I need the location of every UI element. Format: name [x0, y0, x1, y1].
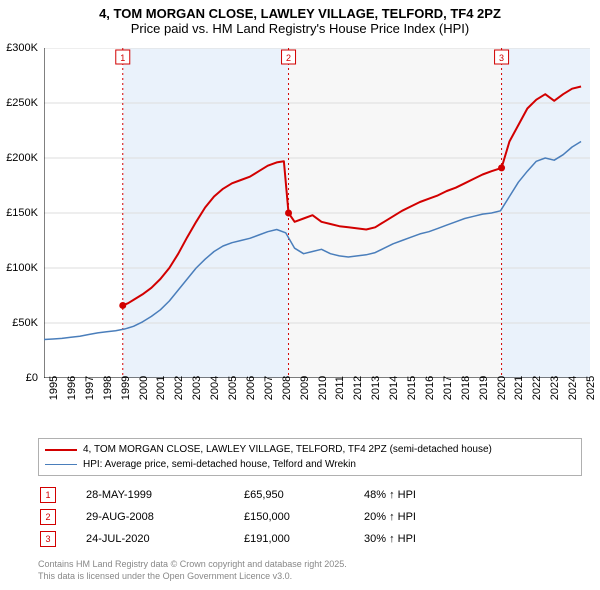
- chart-container: 4, TOM MORGAN CLOSE, LAWLEY VILLAGE, TEL…: [0, 0, 600, 590]
- y-tick-label: £300K: [6, 42, 38, 54]
- x-tick-label: 2018: [460, 376, 472, 400]
- x-axis-labels: 1995199619971998199920002001200220032004…: [44, 382, 590, 438]
- x-tick-label: 1995: [48, 376, 60, 400]
- marker-badge-2: 2: [40, 509, 56, 525]
- y-axis-labels: £0£50K£100K£150K£200K£250K£300K: [0, 48, 40, 378]
- marker-date-3: 24-JUL-2020: [86, 533, 244, 545]
- x-tick-label: 2011: [334, 376, 346, 400]
- x-tick-label: 1997: [84, 376, 96, 400]
- x-tick-label: 2020: [496, 376, 508, 400]
- x-tick-label: 2022: [531, 376, 543, 400]
- marker-price-1: £65,950: [244, 489, 364, 501]
- y-tick-label: £50K: [12, 317, 38, 329]
- x-tick-label: 2005: [227, 376, 239, 400]
- svg-text:2: 2: [286, 53, 291, 63]
- x-tick-label: 2012: [352, 376, 364, 400]
- x-tick-label: 2003: [191, 376, 203, 400]
- x-tick-label: 2016: [424, 376, 436, 400]
- legend-row-price: 4, TOM MORGAN CLOSE, LAWLEY VILLAGE, TEL…: [45, 442, 575, 457]
- marker-date-2: 29-AUG-2008: [86, 511, 244, 523]
- marker-row-1: 1 28-MAY-1999 £65,950 48% ↑ HPI: [38, 484, 568, 506]
- x-tick-label: 2000: [138, 376, 150, 400]
- x-tick-label: 2009: [299, 376, 311, 400]
- x-tick-label: 2010: [317, 376, 329, 400]
- x-tick-label: 2017: [442, 376, 454, 400]
- x-tick-label: 2002: [173, 376, 185, 400]
- title-subtitle: Price paid vs. HM Land Registry's House …: [10, 21, 590, 36]
- y-tick-label: £100K: [6, 262, 38, 274]
- marker-pct-3: 30% ↑ HPI: [364, 533, 484, 545]
- svg-text:3: 3: [499, 53, 504, 63]
- x-tick-label: 2023: [549, 376, 561, 400]
- chart-svg: 1 2 3: [44, 48, 590, 378]
- x-tick-label: 2014: [388, 376, 400, 400]
- x-tick-label: 2013: [370, 376, 382, 400]
- marker-pct-2: 20% ↑ HPI: [364, 511, 484, 523]
- marker-badge-3: 3: [40, 531, 56, 547]
- y-tick-label: £0: [26, 372, 38, 384]
- legend-row-hpi: HPI: Average price, semi-detached house,…: [45, 457, 575, 472]
- marker-row-3: 3 24-JUL-2020 £191,000 30% ↑ HPI: [38, 528, 568, 550]
- marker-price-3: £191,000: [244, 533, 364, 545]
- x-tick-label: 1999: [120, 376, 132, 400]
- x-tick-label: 2024: [567, 376, 579, 400]
- x-tick-label: 2008: [281, 376, 293, 400]
- marker-badge-1-num: 1: [45, 490, 50, 500]
- x-tick-label: 1996: [66, 376, 78, 400]
- title-address: 4, TOM MORGAN CLOSE, LAWLEY VILLAGE, TEL…: [10, 6, 590, 21]
- attribution: Contains HM Land Registry data © Crown c…: [38, 558, 347, 582]
- title-block: 4, TOM MORGAN CLOSE, LAWLEY VILLAGE, TEL…: [0, 0, 600, 38]
- marker-table: 1 28-MAY-1999 £65,950 48% ↑ HPI 2 29-AUG…: [38, 484, 568, 550]
- marker-pct-1: 48% ↑ HPI: [364, 489, 484, 501]
- y-tick-label: £150K: [6, 207, 38, 219]
- marker-price-2: £150,000: [244, 511, 364, 523]
- x-tick-label: 2025: [585, 376, 597, 400]
- x-tick-label: 2001: [155, 376, 167, 400]
- marker-badge-1: 1: [40, 487, 56, 503]
- marker-date-1: 28-MAY-1999: [86, 489, 244, 501]
- x-tick-label: 2006: [245, 376, 257, 400]
- x-tick-label: 1998: [102, 376, 114, 400]
- legend-swatch-hpi: [45, 464, 77, 466]
- attribution-line1: Contains HM Land Registry data © Crown c…: [38, 558, 347, 570]
- chart-plot-area: 1 2 3: [44, 48, 590, 378]
- marker-badge-3-num: 3: [45, 534, 50, 544]
- marker-badge-2-num: 2: [45, 512, 50, 522]
- legend-label-price: 4, TOM MORGAN CLOSE, LAWLEY VILLAGE, TEL…: [83, 442, 492, 457]
- y-tick-label: £200K: [6, 152, 38, 164]
- x-tick-label: 2021: [513, 376, 525, 400]
- legend-box: 4, TOM MORGAN CLOSE, LAWLEY VILLAGE, TEL…: [38, 438, 582, 476]
- attribution-line2: This data is licensed under the Open Gov…: [38, 570, 347, 582]
- x-tick-label: 2019: [478, 376, 490, 400]
- x-tick-label: 2004: [209, 376, 221, 400]
- y-tick-label: £250K: [6, 97, 38, 109]
- svg-text:1: 1: [120, 53, 125, 63]
- x-tick-label: 2015: [406, 376, 418, 400]
- legend-swatch-price: [45, 449, 77, 451]
- x-tick-label: 2007: [263, 376, 275, 400]
- marker-row-2: 2 29-AUG-2008 £150,000 20% ↑ HPI: [38, 506, 568, 528]
- legend-label-hpi: HPI: Average price, semi-detached house,…: [83, 457, 356, 472]
